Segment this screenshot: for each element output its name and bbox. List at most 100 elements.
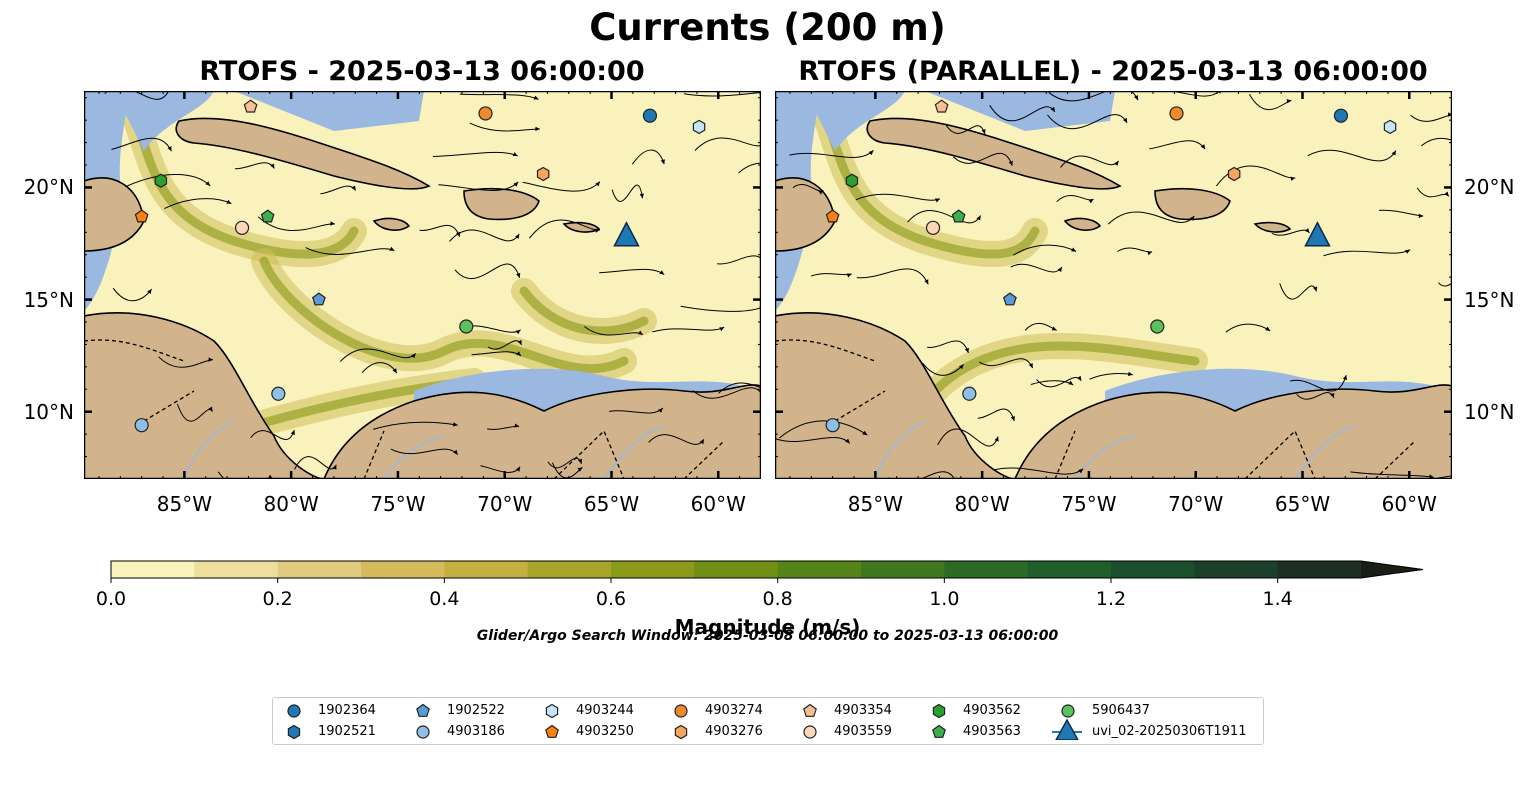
legend-item-4903563: 4903563: [932, 724, 1021, 739]
streamline: [432, 151, 518, 157]
streamline-arrow: [330, 221, 335, 226]
streamline-arrow: [226, 199, 232, 204]
country-border: [1244, 429, 1316, 479]
streamline-arrow: [994, 436, 999, 442]
streamline: [945, 125, 986, 135]
country-border: [84, 339, 185, 362]
streamline-arrow: [1342, 375, 1347, 381]
streamline-arrow: [533, 95, 539, 100]
streamline: [390, 448, 459, 455]
lon-tick-label-rtofs: 65°W: [583, 492, 640, 516]
streamline: [927, 340, 969, 354]
streamline-arrow: [515, 329, 521, 335]
float-marker-4903354: [243, 99, 258, 113]
streamline-arrow: [452, 422, 458, 427]
streamline: [339, 348, 417, 362]
legend-marker-circle: [674, 704, 688, 718]
streamline-arrow: [513, 181, 519, 187]
legend-marker-hexagon: [932, 703, 946, 719]
legend-marker-hexagon: [674, 724, 688, 740]
map-frame: [775, 91, 1452, 479]
colorbar-outline: [110, 560, 1424, 579]
streamline-arrow: [1304, 228, 1310, 233]
streamline: [1323, 249, 1411, 257]
streamline-arrow: [862, 430, 868, 436]
colorbar-tick-label: 1.2: [1096, 588, 1126, 610]
streamline-arrow: [512, 152, 518, 156]
land-mass: [1253, 221, 1292, 233]
float-marker-4903186: [271, 386, 286, 401]
streamline-arrow: [516, 351, 521, 356]
lat-tick-label-left: 15°N: [23, 287, 74, 312]
land-mass: [1154, 187, 1231, 221]
colorbar-segment: [944, 561, 1029, 578]
colorbar-label: Magnitude (m/s): [674, 615, 861, 639]
streamline: [683, 91, 761, 97]
streamline-arrow: [846, 273, 852, 278]
land-mass: [1063, 217, 1102, 231]
streamline: [652, 326, 725, 333]
colorbar-segment: [361, 561, 445, 578]
lat-tick-label-left: 20°N: [23, 175, 74, 200]
streamline-arrow: [976, 215, 981, 221]
streamline-arrow: [981, 129, 986, 134]
float-marker-5906437: [459, 319, 474, 334]
glider-marker-uvi_02-20250306T1911: [613, 221, 640, 247]
streamline-arrow: [1313, 286, 1318, 292]
streamline-arrow: [578, 458, 583, 464]
streamline-arrow: [1444, 191, 1449, 197]
lon-tick-label-parallel: 65°W: [1274, 492, 1331, 516]
streamline: [257, 216, 335, 232]
streamline: [611, 184, 643, 202]
streamline-arrow: [595, 228, 600, 233]
streamline: [529, 219, 600, 239]
legend-marker-circle: [416, 725, 430, 739]
streamline: [125, 174, 211, 188]
streamline: [250, 429, 295, 441]
colorbar-segment: [694, 561, 779, 578]
streamline-arrow: [535, 126, 540, 131]
streamline: [1107, 211, 1195, 225]
streamline-arrow: [453, 449, 458, 455]
colorbar-tick-label: 1.4: [1263, 588, 1293, 610]
lon-tick-label-parallel: 60°W: [1381, 492, 1437, 516]
legend-item-1902364: 1902364: [287, 703, 376, 718]
colorbar-tick-label: 1.0: [929, 588, 959, 610]
streamline-arrow: [1447, 112, 1452, 117]
river: [1294, 425, 1356, 479]
legend-marker-hexagon: [287, 724, 301, 740]
streamline-arrow: [1071, 247, 1077, 252]
streamline: [305, 247, 395, 255]
streamline-arrow: [1330, 392, 1335, 398]
colorbar-segment: [1111, 561, 1195, 578]
legend-item-4903559: 4903559: [803, 724, 892, 739]
land-mass: [372, 217, 411, 231]
legend-marker-triangle: [1052, 718, 1082, 740]
streamline-arrow: [516, 272, 521, 278]
river: [383, 435, 445, 479]
land-mass: [323, 384, 761, 479]
streamline-arrow: [818, 190, 824, 195]
streamline-arrow: [167, 146, 172, 152]
map-frame: [84, 91, 761, 479]
streamline: [104, 91, 170, 100]
streamline-arrow: [1028, 363, 1033, 369]
figure-title: Currents (200 m): [589, 6, 946, 49]
colorbar-tick-label: 0.2: [263, 588, 293, 610]
streamline-arrow: [1010, 416, 1015, 421]
streamline-arrow: [332, 464, 337, 470]
lon-tick-label-parallel: 75°W: [1061, 492, 1117, 516]
legend-item-5906437: 5906437: [1061, 703, 1150, 718]
streamline: [1420, 138, 1452, 147]
streamline: [1406, 475, 1452, 479]
float-marker-1902364: [642, 108, 658, 123]
streamline: [989, 104, 1056, 122]
streamline-arrow: [1147, 251, 1153, 256]
streamline: [856, 268, 929, 285]
streamline-arrow: [595, 181, 600, 187]
colorbar-segment: [444, 561, 529, 578]
legend-item-uvi_02-20250306T1911: uvi_02-20250306T1911: [1052, 718, 1246, 740]
country-border: [553, 429, 625, 479]
float-marker-4903250: [825, 209, 840, 223]
land-mass: [562, 221, 601, 233]
